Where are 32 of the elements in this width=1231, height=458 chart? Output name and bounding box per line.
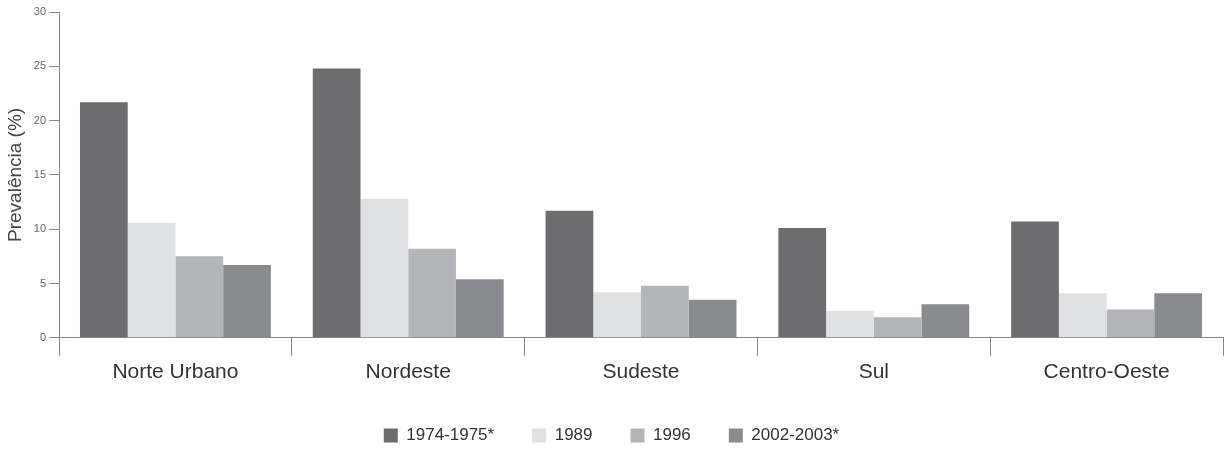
bar (360, 198, 409, 338)
bar (1058, 293, 1107, 338)
bar (641, 285, 689, 338)
y-tick-label: 15 (33, 167, 47, 180)
legend-label: 1996 (653, 425, 691, 445)
y-tick-label: 20 (33, 113, 47, 126)
bar (127, 222, 176, 338)
x-tick-label: Sudeste (602, 359, 680, 383)
bar (79, 102, 128, 338)
y-tick-label: 30 (33, 5, 47, 18)
bar (312, 68, 361, 338)
bar (175, 256, 224, 338)
legend-label: 1989 (554, 425, 593, 445)
bar (873, 317, 922, 338)
bar (778, 228, 827, 338)
bar (545, 210, 594, 338)
x-tick-label: Nordeste (365, 359, 451, 383)
bar (1106, 309, 1155, 338)
x-tick-label: Sul (858, 359, 889, 383)
y-tick-label: 5 (39, 276, 47, 289)
bar (593, 292, 642, 338)
y-tick-label: 25 (33, 59, 47, 72)
legend-label: 2002-2003* (751, 425, 840, 445)
x-tick-label: Centro-Oeste (1043, 359, 1170, 383)
y-tick-label: 10 (33, 222, 47, 235)
bar (1011, 221, 1059, 338)
x-tick-label: Norte Urbano (112, 359, 239, 383)
bar (408, 248, 456, 338)
y-tick-label: 0 (39, 330, 47, 343)
bar (826, 310, 874, 338)
legend-label: 1974-1975* (406, 425, 495, 445)
y-axis-title: Prevalência (%) (3, 107, 25, 242)
